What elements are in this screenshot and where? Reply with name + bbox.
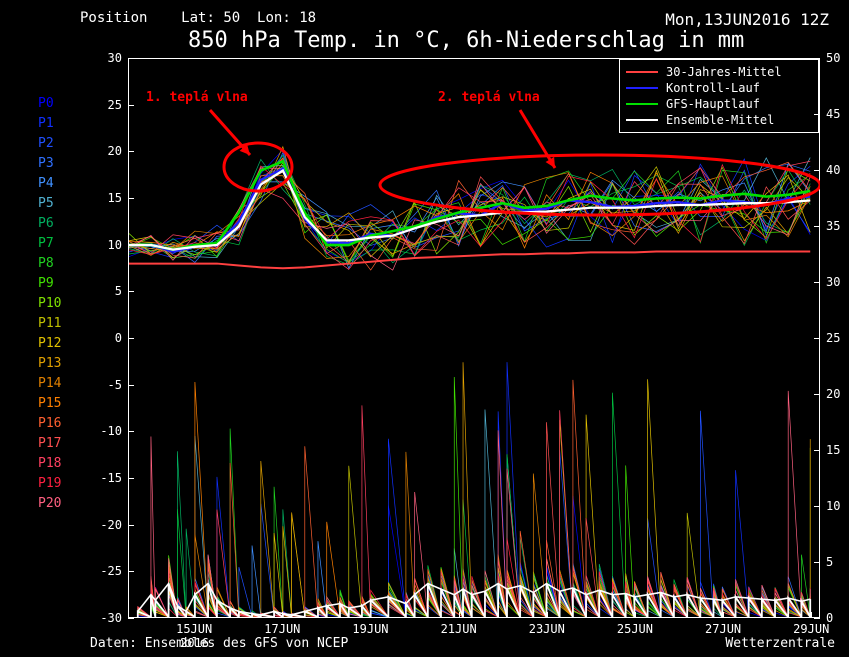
ensemble-label: P1 — [38, 116, 54, 131]
footer-brand: Wetterzentrale — [725, 636, 835, 651]
y-left-tick-label: 10 — [108, 238, 122, 252]
ensemble-label: P15 — [38, 396, 61, 411]
ensemble-label: P10 — [38, 296, 61, 311]
x-tick-label: 27JUN — [705, 622, 741, 636]
x-tick-label: 29JUN — [793, 622, 829, 636]
legend-box: 30-Jahres-Mittel Kontroll-Lauf GFS-Hauptla… — [619, 59, 819, 133]
x-tick-label: 21JUN — [441, 622, 477, 636]
ensemble-label: P13 — [38, 356, 61, 371]
position-label: Position — [80, 10, 147, 26]
y-left-tick-label: 5 — [115, 284, 122, 298]
ensemble-label: P2 — [38, 136, 54, 151]
ensemble-label: P5 — [38, 196, 54, 211]
annotation-label: 2. teplá vlna — [438, 90, 540, 105]
ensemble-label: P19 — [38, 476, 61, 491]
y-right-tick-label: 45 — [826, 107, 840, 121]
ensemble-label: P4 — [38, 176, 54, 191]
x-tick-label: 25JUN — [617, 622, 653, 636]
y-left-tick-label: -30 — [100, 611, 122, 625]
y-right-tick-label: 15 — [826, 443, 840, 457]
legend-swatch — [626, 103, 658, 105]
ensemble-label: P6 — [38, 216, 54, 231]
y-right-tick-label: 40 — [826, 163, 840, 177]
legend-label: GFS-Hauptlauf — [666, 97, 760, 111]
y-right-tick-label: 10 — [826, 499, 840, 513]
y-right-tick-label: 30 — [826, 275, 840, 289]
y-right-tick-label: 50 — [826, 51, 840, 65]
y-left-tick-label: 30 — [108, 51, 122, 65]
y-right-tick-label: 25 — [826, 331, 840, 345]
legend-label: Ensemble-Mittel — [666, 113, 774, 127]
position-block: Position Lat: 50 Lon: 18 — [80, 10, 316, 26]
ensemble-label: P8 — [38, 256, 54, 271]
y-left-tick-label: -5 — [108, 378, 122, 392]
ensemble-label: P16 — [38, 416, 61, 431]
lon-value: 18 — [299, 10, 316, 26]
ensemble-label: P20 — [38, 496, 61, 511]
ensemble-label: P0 — [38, 96, 54, 111]
annotation-label: 1. teplá vlna — [146, 90, 248, 105]
ensemble-label: P7 — [38, 236, 54, 251]
legend-swatch — [626, 119, 658, 121]
y-right-tick-label: 20 — [826, 387, 840, 401]
ensemble-label: P17 — [38, 436, 61, 451]
legend-row: GFS-Hauptlauf — [626, 96, 812, 112]
y-left-tick-label: 15 — [108, 191, 122, 205]
y-right-tick-label: 35 — [826, 219, 840, 233]
legend-row: Kontroll-Lauf — [626, 80, 812, 96]
legend-label: 30-Jahres-Mittel — [666, 65, 782, 79]
y-left-tick-label: -25 — [100, 564, 122, 578]
x-tick-label: 19JUN — [352, 622, 388, 636]
lon-label: Lon: — [257, 10, 291, 26]
y-left-tick-label: -15 — [100, 471, 122, 485]
x-tick-label: 23JUN — [529, 622, 565, 636]
legend-swatch — [626, 71, 658, 73]
chart-area: 30-Jahres-Mittel Kontroll-Lauf GFS-Hauptla… — [128, 58, 820, 618]
chart-svg — [129, 59, 819, 617]
legend-label: Kontroll-Lauf — [666, 81, 760, 95]
y-left-tick-label: -20 — [100, 518, 122, 532]
ensemble-label: P12 — [38, 336, 61, 351]
ensemble-label: P18 — [38, 456, 61, 471]
lat-label: Lat: — [181, 10, 215, 26]
legend-row: 30-Jahres-Mittel — [626, 64, 812, 80]
ensemble-label: P9 — [38, 276, 54, 291]
x-tick-label: 15JUN — [176, 622, 212, 636]
y-left-tick-label: 20 — [108, 144, 122, 158]
lat-value: 50 — [223, 10, 240, 26]
y-left-tick-label: 0 — [115, 331, 122, 345]
x-tick-label: 17JUN — [264, 622, 300, 636]
footer-source: Daten: Ensembles des GFS von NCEP — [90, 636, 348, 651]
ensemble-label: P14 — [38, 376, 61, 391]
chart-title: 850 hPa Temp. in °C, 6h-Niederschlag in … — [188, 28, 744, 53]
ensemble-label: P11 — [38, 316, 61, 331]
legend-swatch — [626, 87, 658, 89]
datetime-label: Mon,13JUN2016 12Z — [665, 10, 829, 29]
y-right-tick-label: 5 — [826, 555, 833, 569]
ensemble-label: P3 — [38, 156, 54, 171]
legend-row: Ensemble-Mittel — [626, 112, 812, 128]
x-year-label: 2016 — [180, 636, 209, 650]
y-left-tick-label: 25 — [108, 98, 122, 112]
y-left-tick-label: -10 — [100, 424, 122, 438]
